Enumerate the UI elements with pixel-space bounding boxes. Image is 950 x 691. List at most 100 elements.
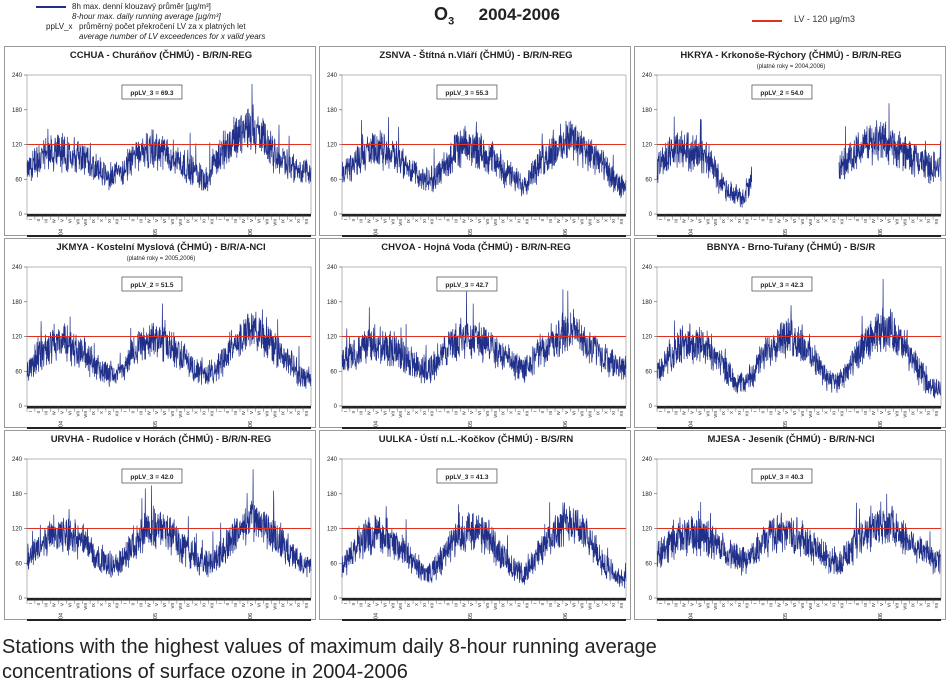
year-label: 06 [248, 613, 254, 619]
month-label: VI [887, 219, 892, 223]
chart-svg: MJESA - Jeseník (ČHMÚ) - B/R/N-NCI060120… [642, 433, 942, 621]
limit-legend: LV - 120 µg/m3 [752, 14, 922, 28]
month-label: X [99, 411, 104, 414]
year-label: 06 [878, 229, 884, 235]
series-line [26, 83, 312, 192]
x-axis-band-bottom [657, 619, 941, 621]
year-label: 06 [563, 613, 569, 619]
month-label: V [690, 603, 695, 606]
month-label: VI [162, 219, 167, 223]
month-label: IX [406, 219, 411, 223]
month-label: VII [390, 219, 395, 225]
month-label: XI [517, 411, 522, 415]
month-label: IX [816, 411, 821, 415]
month-label: VI [887, 603, 892, 607]
month-label: X [729, 411, 734, 414]
month-label: XI [611, 219, 616, 223]
month-label: V [60, 411, 65, 414]
month-label: IX [721, 603, 726, 607]
month-label: VI [382, 411, 387, 415]
month-label: III [548, 603, 553, 607]
month-label: VI [792, 219, 797, 223]
y-tick-label: 60 [15, 369, 22, 375]
month-label: IV [682, 219, 687, 223]
month-label: IV [367, 219, 372, 223]
month-label: XII [524, 219, 529, 225]
month-label: IV [241, 603, 246, 607]
y-tick-label: 240 [12, 457, 23, 463]
month-label: II [225, 411, 230, 414]
month-label: IX [91, 603, 96, 607]
month-label: II [131, 603, 136, 606]
year-label: 04 [689, 421, 695, 427]
x-axis-band-bottom [27, 235, 311, 237]
chart-title: CCHUA - Churáňov (ČHMÚ) - B/R/N-REG [70, 49, 252, 61]
month-label: VII [705, 603, 710, 609]
limit-swatch [752, 20, 782, 22]
month-label: XI [611, 411, 616, 415]
month-label: IV [367, 411, 372, 415]
month-label: III [138, 411, 143, 415]
month-label: II [761, 219, 766, 222]
month-label: VII [485, 411, 490, 417]
year-label: 05 [783, 229, 789, 235]
month-label: VI [477, 603, 482, 607]
month-label: III [138, 603, 143, 607]
annotation-label: ppLV_3 = 55.3 [445, 90, 488, 97]
month-label: XI [737, 219, 742, 223]
month-label: X [824, 603, 829, 606]
chart-svg: URVHA - Rudolice v Horách (ČHMÚ) - B/R/N… [12, 433, 312, 621]
year-label: 05 [468, 613, 474, 619]
month-label: I [847, 219, 852, 220]
x-axis-band-bottom [342, 427, 626, 429]
month-label: X [414, 603, 419, 606]
month-label: VIII [808, 603, 813, 610]
month-label: VI [477, 411, 482, 415]
chart-subtitle: (platné roky = 2005,2006) [127, 256, 196, 262]
month-label: VII [265, 411, 270, 417]
month-label: III [453, 411, 458, 415]
annotation-box [436, 468, 498, 484]
series-line [838, 103, 942, 184]
month-label: V [154, 603, 159, 606]
series-line [26, 303, 312, 389]
month-label: VI [67, 411, 72, 415]
month-label: IV [682, 411, 687, 415]
month-label: II [540, 603, 545, 606]
annotation-label: ppLV_2 = 51.5 [130, 282, 173, 289]
month-label: XI [832, 603, 837, 607]
month-label: VIII [493, 411, 498, 418]
year-label: 06 [248, 229, 254, 235]
month-label: VI [697, 411, 702, 415]
month-label: VII [390, 411, 395, 417]
month-label: III [768, 411, 773, 415]
month-label: XII [430, 219, 435, 225]
month-label: III [233, 219, 238, 223]
month-label: I [532, 603, 537, 604]
y-tick-label: 120 [327, 335, 338, 341]
month-label: VIII [903, 219, 908, 226]
month-label: V [879, 603, 884, 606]
annotation-box [121, 468, 183, 484]
x-axis-band-bottom [657, 235, 941, 237]
month-label: I [438, 603, 443, 604]
month-label: II [225, 603, 230, 606]
year-label: 04 [689, 613, 695, 619]
month-label: I [343, 603, 348, 604]
month-label: II [855, 411, 860, 414]
chart-svg: CCHUA - Churáňov (ČHMÚ) - B/R/N-REG06012… [12, 49, 312, 237]
month-label: XII [619, 219, 624, 225]
y-tick-label: 240 [327, 265, 338, 271]
year-label: 04 [59, 421, 65, 427]
month-label: XI [422, 219, 427, 223]
month-label: VII [170, 603, 175, 609]
month-label: II [761, 603, 766, 606]
month-label: V [375, 603, 380, 606]
month-label: VII [895, 411, 900, 417]
month-label: V [375, 219, 380, 222]
month-label: X [288, 219, 293, 222]
month-label: VII [705, 219, 710, 225]
month-label: XII [745, 411, 750, 417]
month-label: II [666, 603, 671, 606]
month-label: IX [280, 603, 285, 607]
